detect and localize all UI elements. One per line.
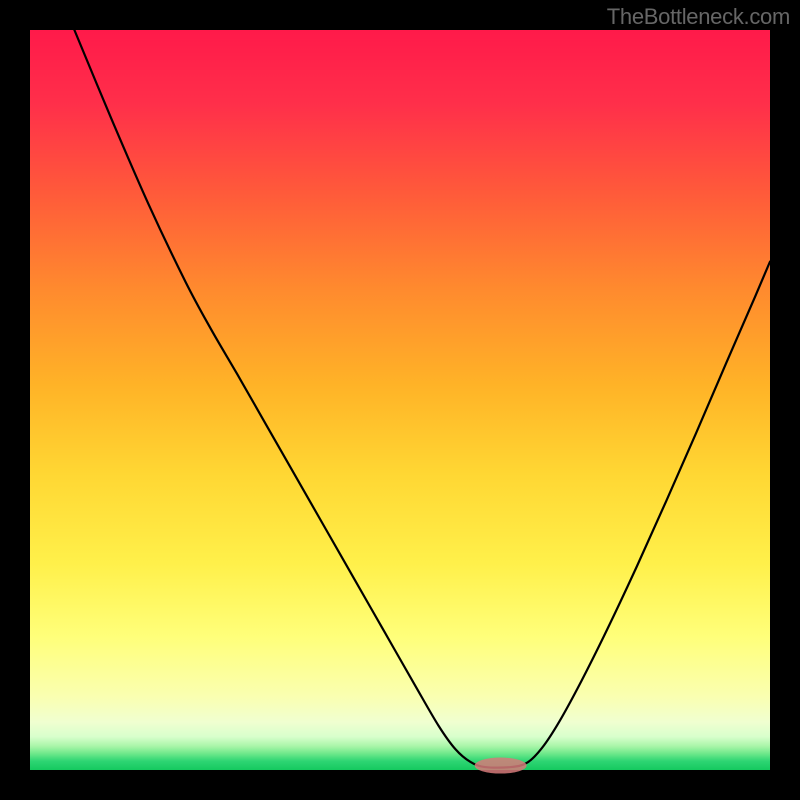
watermark-text: TheBottleneck.com [607,4,790,30]
optimal-marker [475,758,527,774]
bottleneck-chart: TheBottleneck.com [0,0,800,800]
chart-canvas [0,0,800,800]
